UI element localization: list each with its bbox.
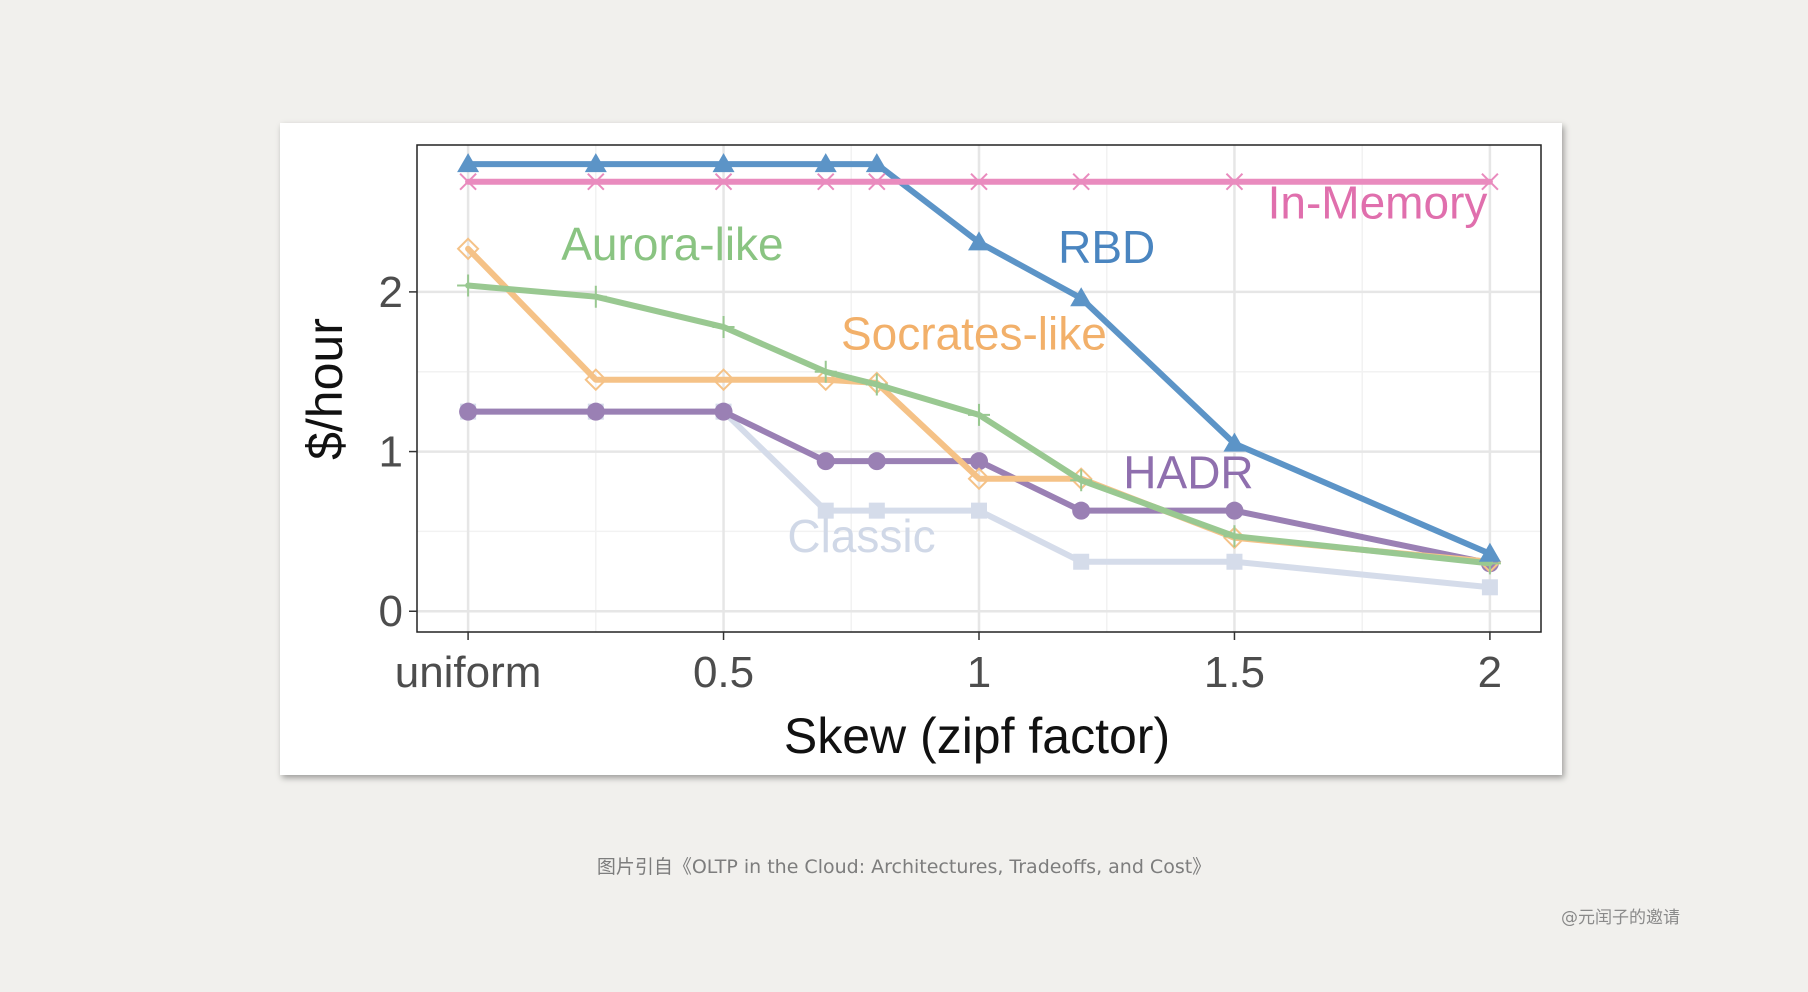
aurora-like-point: [457, 274, 480, 297]
aurora-like-point: [712, 316, 735, 339]
classic-point: [817, 502, 834, 519]
chart-card: uniform 0.5 1 1.5 2 0 1 2 Aurora-like Socrates-l…: [280, 123, 1562, 775]
classic-point: [868, 502, 885, 519]
rbd-point: [865, 153, 888, 173]
hadr-point: [1072, 501, 1091, 520]
series-label-in-memory: In-Memory: [1268, 176, 1488, 228]
series-rbd: [457, 153, 1501, 562]
aurora-like-point: [968, 403, 990, 426]
in-memory-point: [970, 173, 988, 191]
classic-point: [971, 502, 987, 519]
x-axis-title: Skew (zipf factor): [784, 708, 1170, 764]
hadr-point: [867, 452, 886, 471]
rbd-point: [1070, 287, 1093, 307]
series-label-classic: Classic: [787, 510, 935, 562]
author-watermark: @元闰子的邀请: [1561, 908, 1680, 928]
aurora-like-point: [865, 373, 888, 396]
line-chart: uniform 0.5 1 1.5 2 0 1 2 Aurora-like Socrates-l…: [297, 144, 1542, 764]
hadr-point: [970, 452, 988, 471]
socrates-like-point: [967, 467, 991, 491]
classic-point: [1226, 553, 1243, 570]
x-tick-label: uniform: [395, 648, 542, 697]
in-memory-point: [868, 173, 886, 191]
rbd-point: [584, 153, 607, 173]
series-label-socrates-like: Socrates-like: [841, 307, 1107, 359]
y-tick-label: 0: [379, 587, 403, 636]
socrates-like-point: [456, 237, 480, 261]
rbd-point: [457, 153, 480, 173]
hadr-point: [586, 402, 605, 421]
aurora-like-point: [814, 360, 837, 383]
in-memory-point: [1072, 173, 1090, 191]
rbd-point: [1478, 542, 1501, 562]
in-memory-point: [817, 173, 835, 191]
in-memory-point: [587, 173, 605, 191]
y-tick-label: 2: [379, 268, 403, 317]
in-memory-point: [1481, 173, 1499, 191]
hadr-point: [714, 402, 733, 421]
y-tick-label: 1: [379, 428, 403, 477]
x-tick-label: 1: [967, 648, 991, 697]
in-memory-point: [1225, 173, 1244, 191]
x-tick-label: 1.5: [1204, 648, 1265, 697]
classic-point: [1073, 553, 1090, 570]
aurora-like-point: [1223, 525, 1246, 548]
rbd-point: [712, 153, 735, 173]
figure-caption: 图片引自《OLTP in the Cloud: Architectures, T…: [596, 856, 1212, 878]
rbd-point: [1223, 432, 1246, 452]
x-tick-label: 0.5: [693, 648, 754, 697]
series-lines: [456, 153, 1502, 596]
series-aurora-like: [457, 274, 1501, 575]
hadr-point: [1225, 501, 1244, 520]
aurora-like-point: [584, 285, 607, 308]
aurora-like-point: [1070, 469, 1093, 492]
series-label-rbd: RBD: [1058, 221, 1155, 273]
in-memory-point: [459, 173, 477, 191]
rbd-point: [814, 153, 837, 173]
hadr-point: [816, 452, 835, 471]
classic-point: [1481, 579, 1498, 596]
series-in-memory: [459, 173, 1499, 191]
series-label-hadr: HADR: [1123, 446, 1253, 498]
series-label-aurora-like: Aurora-like: [561, 218, 783, 270]
x-tick-label: 2: [1478, 648, 1502, 697]
axes: uniform 0.5 1 1.5 2 0 1 2: [379, 268, 1503, 697]
in-memory-point: [714, 173, 733, 191]
grid: [417, 145, 1541, 632]
socrates-like-point: [584, 368, 608, 392]
hadr-point: [459, 402, 478, 421]
socrates-like-point: [712, 368, 735, 392]
series-labels: Aurora-like Socrates-like RBD In-Memory HADR…: [561, 176, 1487, 562]
y-axis-title: $/hour: [297, 318, 353, 460]
rbd-point: [968, 231, 990, 251]
